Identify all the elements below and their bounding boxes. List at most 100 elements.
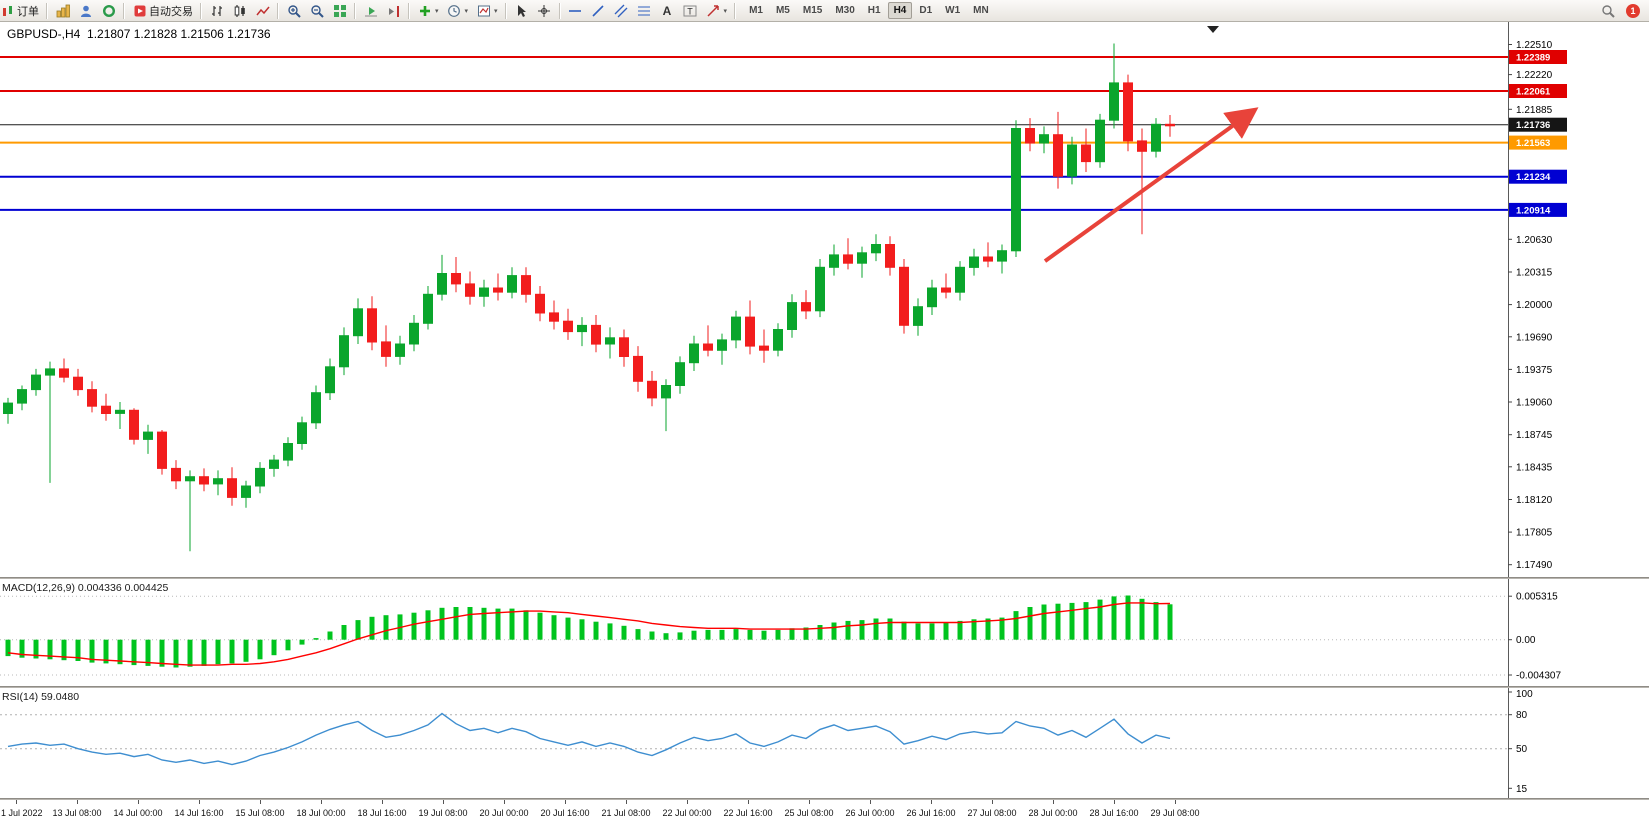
panel-divider[interactable] bbox=[0, 798, 1649, 800]
time-tick bbox=[1053, 800, 1054, 804]
cursor-icon bbox=[514, 3, 529, 18]
shapes-tool-button[interactable]: ▾ bbox=[702, 0, 732, 21]
main-chart-canvas[interactable]: 1.22510 1.22220 1.21885 1.20630 1.20315 1.200… bbox=[0, 22, 1649, 577]
timeframe-h1[interactable]: H1 bbox=[867, 5, 881, 16]
cursor-button[interactable] bbox=[510, 0, 533, 21]
auto-scroll-icon bbox=[363, 3, 378, 18]
time-tick bbox=[1175, 800, 1176, 804]
macd-axis-label: -0.004307 bbox=[1516, 671, 1561, 682]
crosshair-button[interactable] bbox=[533, 0, 556, 21]
symbol-ohlc: 1.21807 1.21828 1.21506 1.21736 bbox=[87, 27, 271, 41]
candles bbox=[3, 43, 1175, 552]
templates-icon bbox=[476, 3, 491, 18]
toolbar-separator bbox=[354, 2, 356, 19]
time-label: 28 Jul 00:00 bbox=[1028, 808, 1078, 818]
time-tick bbox=[809, 800, 810, 804]
macd-axis-label: 0.005315 bbox=[1516, 592, 1558, 603]
time-tick bbox=[687, 800, 688, 804]
trend-arrow-annotation[interactable] bbox=[1043, 107, 1259, 263]
data-window-icon bbox=[101, 3, 116, 18]
indicators-button[interactable]: ▾ bbox=[413, 0, 443, 21]
macd-signal-line bbox=[7, 602, 1171, 666]
time-label: 19 Jul 08:00 bbox=[418, 808, 468, 818]
svg-text:A: A bbox=[663, 4, 672, 18]
trendline-tool-button[interactable] bbox=[587, 0, 610, 21]
price-tick-label: 1.19375 bbox=[1516, 365, 1553, 376]
auto-scroll-button[interactable] bbox=[359, 0, 382, 21]
toolbar-separator bbox=[46, 2, 48, 19]
macd-panel-canvas[interactable]: 0.005315 0.00 -0.004307 bbox=[0, 579, 1649, 686]
macd-indicator-label: MACD(12,26,9) 0.004336 0.004425 bbox=[2, 582, 169, 594]
notification-badge[interactable]: 1 bbox=[1626, 3, 1640, 18]
panel-divider[interactable] bbox=[0, 686, 1649, 688]
timeframe-m1[interactable]: M1 bbox=[749, 5, 763, 16]
charts-button[interactable] bbox=[51, 0, 74, 21]
chart-symbol-title: GBPUSD-,H4 1.21807 1.21828 1.21506 1.217… bbox=[7, 27, 271, 41]
symbol-name: GBPUSD-,H4 bbox=[7, 27, 81, 41]
charts-icon bbox=[55, 3, 70, 18]
toolbar-right-group: 1 bbox=[1596, 0, 1646, 21]
toolbar-separator bbox=[408, 2, 410, 19]
time-label: 14 Jul 16:00 bbox=[174, 808, 224, 818]
time-label: 20 Jul 16:00 bbox=[540, 808, 590, 818]
zoom-out-button[interactable] bbox=[305, 0, 328, 21]
price-tick-label: 1.19060 bbox=[1516, 398, 1553, 409]
templates-button[interactable]: ▾ bbox=[472, 0, 502, 21]
panel-divider[interactable] bbox=[0, 577, 1649, 579]
indicators-icon bbox=[417, 3, 432, 18]
price-badge bbox=[1509, 50, 1567, 64]
new-order-button[interactable]: 订单 bbox=[0, 0, 43, 21]
periods-button[interactable]: ▾ bbox=[443, 0, 473, 21]
time-label: 20 Jul 00:00 bbox=[479, 808, 529, 818]
line-chart-icon bbox=[255, 3, 270, 18]
time-axis[interactable]: 1 Jul 2022 13 Jul 08:00 14 Jul 00:00 14 Jul… bbox=[0, 800, 1649, 830]
timeframe-m30[interactable]: M30 bbox=[835, 5, 855, 16]
auto-trading-button[interactable]: 自动交易 bbox=[128, 0, 197, 21]
label-tool-button[interactable]: T bbox=[679, 0, 702, 21]
timeframe-m15[interactable]: M15 bbox=[802, 5, 823, 16]
text-tool-button[interactable]: A bbox=[656, 0, 679, 21]
timeframe-w1[interactable]: W1 bbox=[945, 5, 961, 16]
timeframe-d1[interactable]: D1 bbox=[919, 5, 933, 16]
timeframe-h4[interactable]: H4 bbox=[887, 2, 913, 19]
data-window-button[interactable] bbox=[97, 0, 120, 21]
profiles-button[interactable] bbox=[74, 0, 97, 21]
chevron-down-icon: ▾ bbox=[464, 7, 469, 15]
time-label: 28 Jul 16:00 bbox=[1089, 808, 1139, 818]
rsi-axis-label: 100 bbox=[1516, 689, 1533, 700]
scroll-marker-icon[interactable] bbox=[1207, 26, 1219, 33]
time-tick bbox=[260, 800, 261, 804]
bar-chart-icon bbox=[209, 3, 224, 18]
toolbar-separator bbox=[200, 2, 202, 19]
auto-trading-label: 自动交易 bbox=[149, 5, 193, 18]
time-label: 13 Jul 08:00 bbox=[52, 808, 102, 818]
line-chart-button[interactable] bbox=[251, 0, 274, 21]
price-badge bbox=[1509, 202, 1567, 217]
time-tick bbox=[870, 800, 871, 804]
text-icon: A bbox=[660, 3, 675, 18]
price-badge-label: 1.22389 bbox=[1516, 53, 1550, 64]
horizontal-line-tool-button[interactable] bbox=[564, 0, 587, 21]
time-label: 14 Jul 00:00 bbox=[113, 808, 163, 818]
price-tick-label: 1.20000 bbox=[1516, 300, 1553, 311]
chart-shift-button[interactable] bbox=[382, 0, 405, 21]
search-button[interactable] bbox=[1596, 0, 1619, 21]
auto-trading-icon bbox=[132, 3, 147, 18]
time-label: 1 Jul 2022 bbox=[1, 808, 43, 818]
zoom-out-icon bbox=[309, 3, 324, 18]
rsi-axis-label: 50 bbox=[1516, 744, 1528, 755]
time-label: 26 Jul 00:00 bbox=[845, 808, 895, 818]
price-tick-label: 1.21885 bbox=[1516, 105, 1553, 116]
channel-tool-button[interactable] bbox=[610, 0, 633, 21]
candlestick-button[interactable] bbox=[228, 0, 251, 21]
zoom-in-icon bbox=[286, 3, 301, 18]
timeframe-mn[interactable]: MN bbox=[973, 5, 989, 16]
tile-windows-button[interactable] bbox=[328, 0, 351, 21]
bar-chart-button[interactable] bbox=[205, 0, 228, 21]
time-tick bbox=[504, 800, 505, 804]
fibonacci-tool-button[interactable] bbox=[633, 0, 656, 21]
timeframe-m5[interactable]: M5 bbox=[775, 5, 790, 16]
trendline-icon bbox=[591, 3, 606, 18]
zoom-in-button[interactable] bbox=[282, 0, 305, 21]
rsi-panel-canvas[interactable]: 100 80 50 15 bbox=[0, 688, 1649, 798]
